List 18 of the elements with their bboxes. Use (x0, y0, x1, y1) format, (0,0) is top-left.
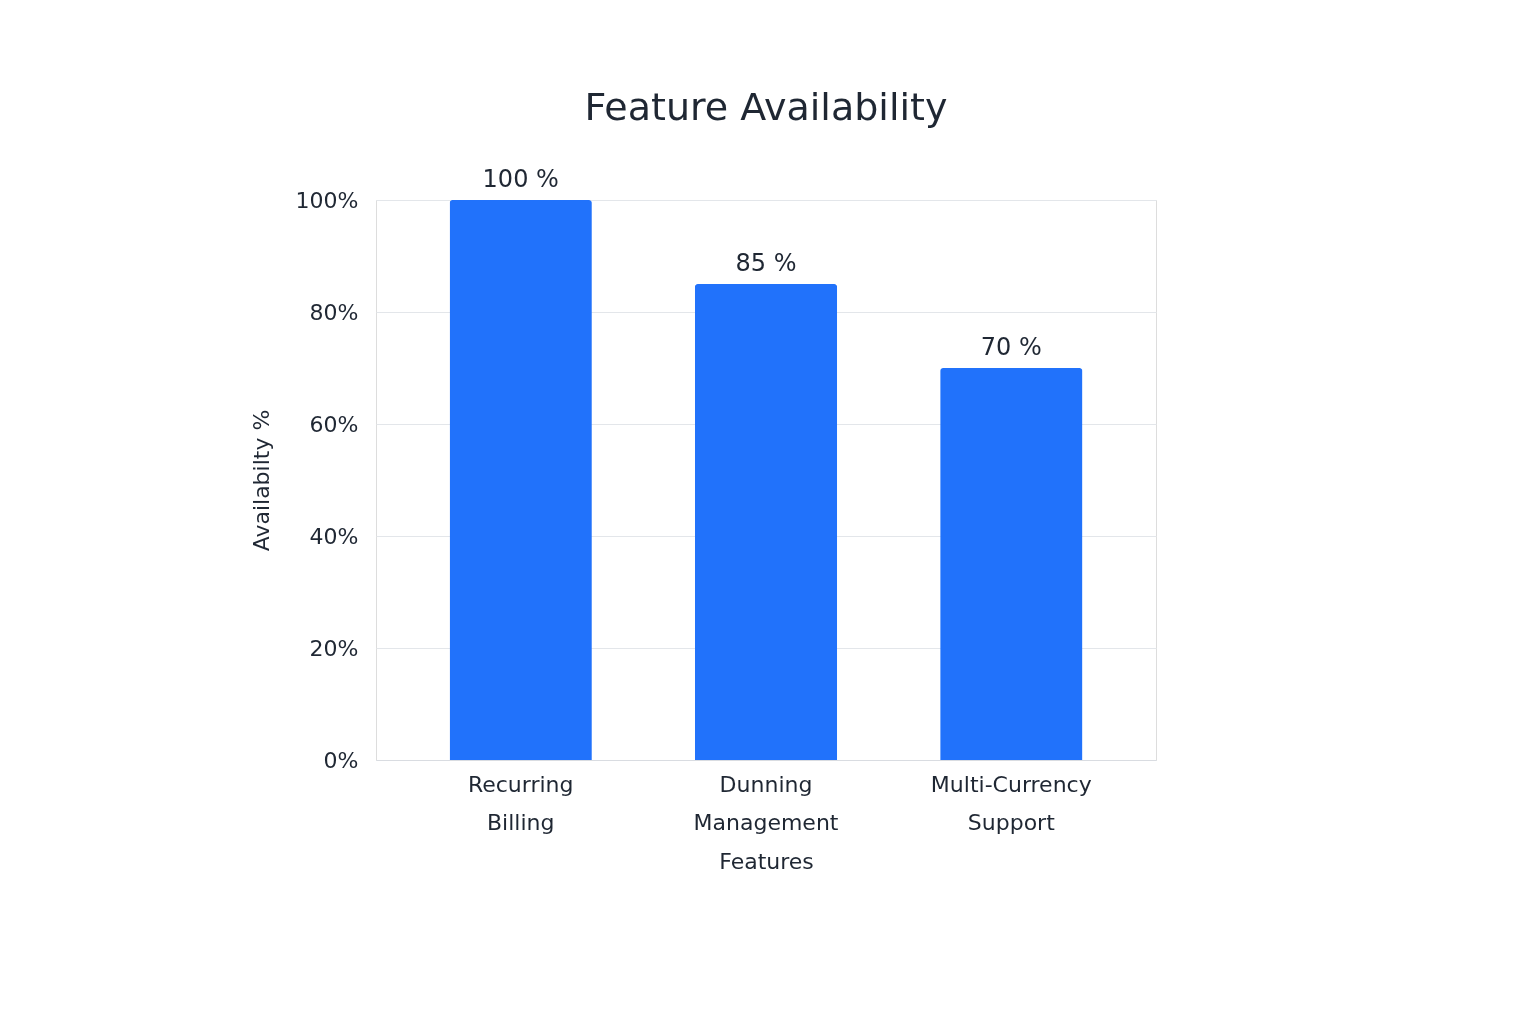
y-tick-label: 100% (295, 187, 359, 213)
x-axis-title: Features (719, 848, 814, 874)
bar (694, 284, 838, 760)
data-label: 85 % (735, 249, 797, 277)
data-label: 100 % (482, 165, 559, 193)
bar (940, 368, 1083, 760)
x-tick-label: Recurring Billing (467, 771, 574, 835)
x-tick-label: Multi-Currency Support (930, 771, 1092, 835)
x-tick-label: Dunning Management (693, 771, 839, 835)
bar (449, 200, 592, 760)
y-axis-title: Availabilty % (248, 409, 274, 552)
y-tick-label: 40% (309, 523, 359, 549)
chart-title: Feature Availability (584, 85, 948, 129)
y-tick-label: 60% (309, 411, 359, 437)
y-tick-label: 20% (309, 635, 359, 661)
y-tick-label: 80% (309, 299, 359, 325)
y-tick-label: 0% (323, 747, 359, 773)
data-label: 70 % (980, 333, 1042, 361)
